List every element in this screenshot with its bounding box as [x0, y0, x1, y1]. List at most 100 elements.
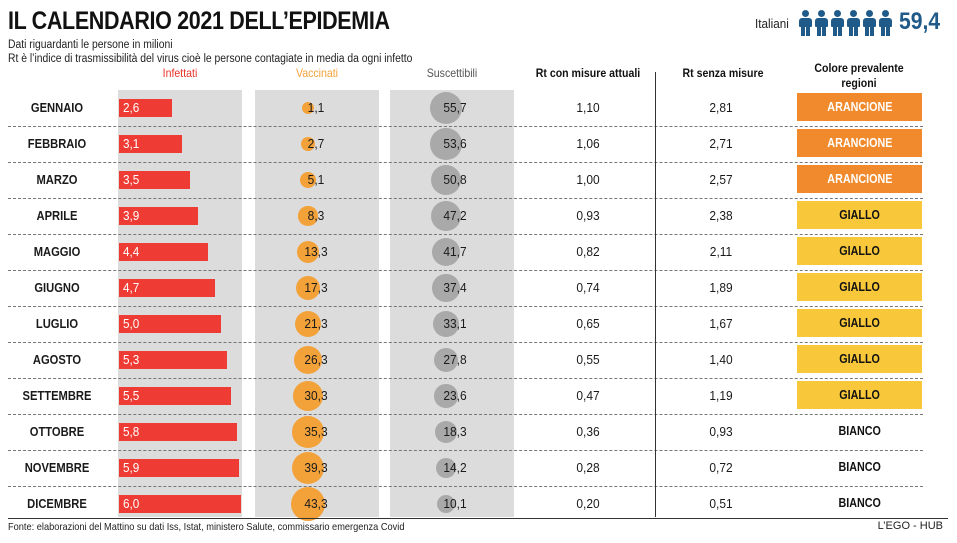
table-row: NOVEMBRE 5,9 39,3 14,2 0,28 0,72 BIANCO	[8, 450, 923, 486]
rt-attuali-value: 0,47	[576, 388, 600, 403]
subtitle-units: Dati riguardanti le persone in milioni	[8, 39, 173, 51]
vaccinati-value: 43,3	[304, 496, 328, 511]
rt-senza-value: 1,67	[709, 316, 733, 331]
header-rt-senza: Rt senza misure	[682, 66, 764, 80]
region-color-label: GIALLO	[839, 388, 880, 402]
suscettibili-value: 18,3	[443, 424, 467, 439]
region-color-badge: BIANCO	[797, 489, 922, 517]
vaccinati-value: 8,3	[307, 208, 325, 223]
credit-label: L’EGO - HUB	[877, 520, 943, 532]
month-label: LUGLIO	[35, 316, 79, 331]
rt-senza-value: 0,72	[709, 460, 733, 475]
person-icon	[862, 10, 877, 36]
row-separator	[8, 414, 923, 415]
person-icon	[830, 10, 845, 36]
table-row: LUGLIO 5,0 21,3 33,1 0,65 1,67 GIALLO	[8, 306, 923, 342]
infetti-value: 3,9	[123, 208, 140, 223]
vaccinati-value: 21,3	[304, 316, 328, 331]
row-separator	[8, 486, 923, 487]
vaccinati-circle	[298, 206, 318, 226]
month-label: GENNAIO	[30, 100, 84, 115]
suscettibili-value: 33,1	[443, 316, 467, 331]
region-color-badge: ARANCIONE	[797, 165, 922, 193]
person-icon	[798, 10, 813, 36]
region-color-label: ARANCIONE	[826, 172, 893, 186]
vaccinati-value: 13,3	[304, 244, 328, 259]
suscettibili-value: 23,6	[443, 388, 467, 403]
infetti-bar	[119, 387, 231, 405]
header-suscettibili: Suscettibili	[426, 66, 478, 80]
rt-attuali-value: 1,06	[576, 136, 600, 151]
infetti-bar	[119, 315, 221, 333]
rt-senza-value: 1,40	[709, 352, 733, 367]
rt-senza-value: 0,93	[709, 424, 733, 439]
rt-attuali-value: 0,65	[576, 316, 600, 331]
suscettibili-circle	[430, 200, 462, 232]
table-row: DICEMBRE 6,0 43,3 10,1 0,20 0,51 BIANCO	[8, 486, 923, 522]
row-separator	[8, 270, 923, 271]
suscettibili-value: 41,7	[443, 244, 467, 259]
rt-senza-value: 2,11	[709, 244, 733, 259]
person-icon	[814, 10, 829, 36]
suscettibili-circle	[432, 310, 460, 338]
region-color-label: GIALLO	[839, 352, 880, 366]
infetti-value: 2,6	[123, 100, 140, 115]
table-row: APRILE 3,9 8,3 47,2 0,93 2,38 GIALLO	[8, 198, 923, 234]
suscettibili-value: 53,6	[443, 136, 467, 151]
table-row: GIUGNO 4,7 17,3 37,4 0,74 1,89 GIALLO	[8, 270, 923, 306]
region-color-label: ARANCIONE	[826, 136, 893, 150]
vaccinati-circle	[291, 487, 325, 521]
vaccinati-circle	[292, 416, 324, 448]
vaccinati-circle	[291, 451, 325, 485]
rt-attuali-value: 1,10	[576, 100, 600, 115]
infetti-bar	[119, 459, 239, 477]
infetti-bar	[119, 351, 227, 369]
infetti-bar	[119, 171, 191, 189]
rt-senza-value: 2,81	[709, 100, 733, 115]
rt-senza-value: 2,71	[709, 136, 733, 151]
subtitle-rt-definition: Rt è l’indice di trasmissibilità del vir…	[8, 53, 413, 65]
region-color-badge: GIALLO	[797, 345, 922, 373]
infetti-value: 3,1	[123, 136, 140, 151]
region-color-label: GIALLO	[839, 316, 880, 330]
vaccinati-column-bg	[255, 90, 379, 517]
suscettibili-column-bg	[390, 90, 514, 517]
suscettibili-circle	[434, 384, 458, 408]
table-row: OTTOBRE 5,8 35,3 18,3 0,36 0,93 BIANCO	[8, 414, 923, 450]
row-separator	[8, 450, 923, 451]
rt-senza-value: 1,89	[709, 280, 733, 295]
vaccinati-circle	[294, 310, 322, 338]
suscettibili-circle	[430, 128, 462, 160]
region-color-label: BIANCO	[838, 460, 881, 474]
region-color-label: ARANCIONE	[826, 100, 893, 114]
rt-attuali-value: 0,28	[576, 460, 600, 475]
rt-attuali-value: 0,36	[576, 424, 600, 439]
page-title: IL CALENDARIO 2021 DELL’EPIDEMIA	[8, 7, 390, 35]
table-row: GENNAIO 2,6 1,1 55,7 1,10 2,81 ARANCIONE	[8, 90, 923, 126]
table-row: AGOSTO 5,3 26,3 27,8 0,55 1,40 GIALLO	[8, 342, 923, 378]
vaccinati-circle	[300, 136, 316, 152]
row-separator	[8, 126, 923, 127]
rt-attuali-value: 1,00	[576, 172, 600, 187]
infetti-bar	[119, 495, 241, 513]
suscettibili-circle	[430, 164, 462, 196]
header-rt-attuali: Rt con misure attuali	[535, 66, 641, 80]
vaccinati-value: 39,3	[304, 460, 328, 475]
month-label: DICEMBRE	[27, 496, 87, 511]
rt-attuali-value: 0,74	[576, 280, 600, 295]
vaccinati-circle	[299, 171, 317, 189]
vaccinati-value: 5,1	[307, 172, 325, 187]
row-separator	[8, 198, 923, 199]
infetti-value: 4,7	[123, 280, 140, 295]
region-color-label: GIALLO	[839, 244, 880, 258]
month-label: GIUGNO	[34, 280, 80, 295]
column-divider	[655, 72, 656, 517]
suscettibili-value: 47,2	[443, 208, 467, 223]
table-row: FEBBRAIO 3,1 2,7 53,6 1,06 2,71 ARANCIONE	[8, 126, 923, 162]
suscettibili-value: 50,8	[443, 172, 467, 187]
person-icon	[878, 10, 893, 36]
suscettibili-circle	[430, 92, 462, 124]
row-separator	[8, 234, 923, 235]
region-color-label: GIALLO	[839, 280, 880, 294]
population-value: 59,4	[899, 8, 941, 35]
